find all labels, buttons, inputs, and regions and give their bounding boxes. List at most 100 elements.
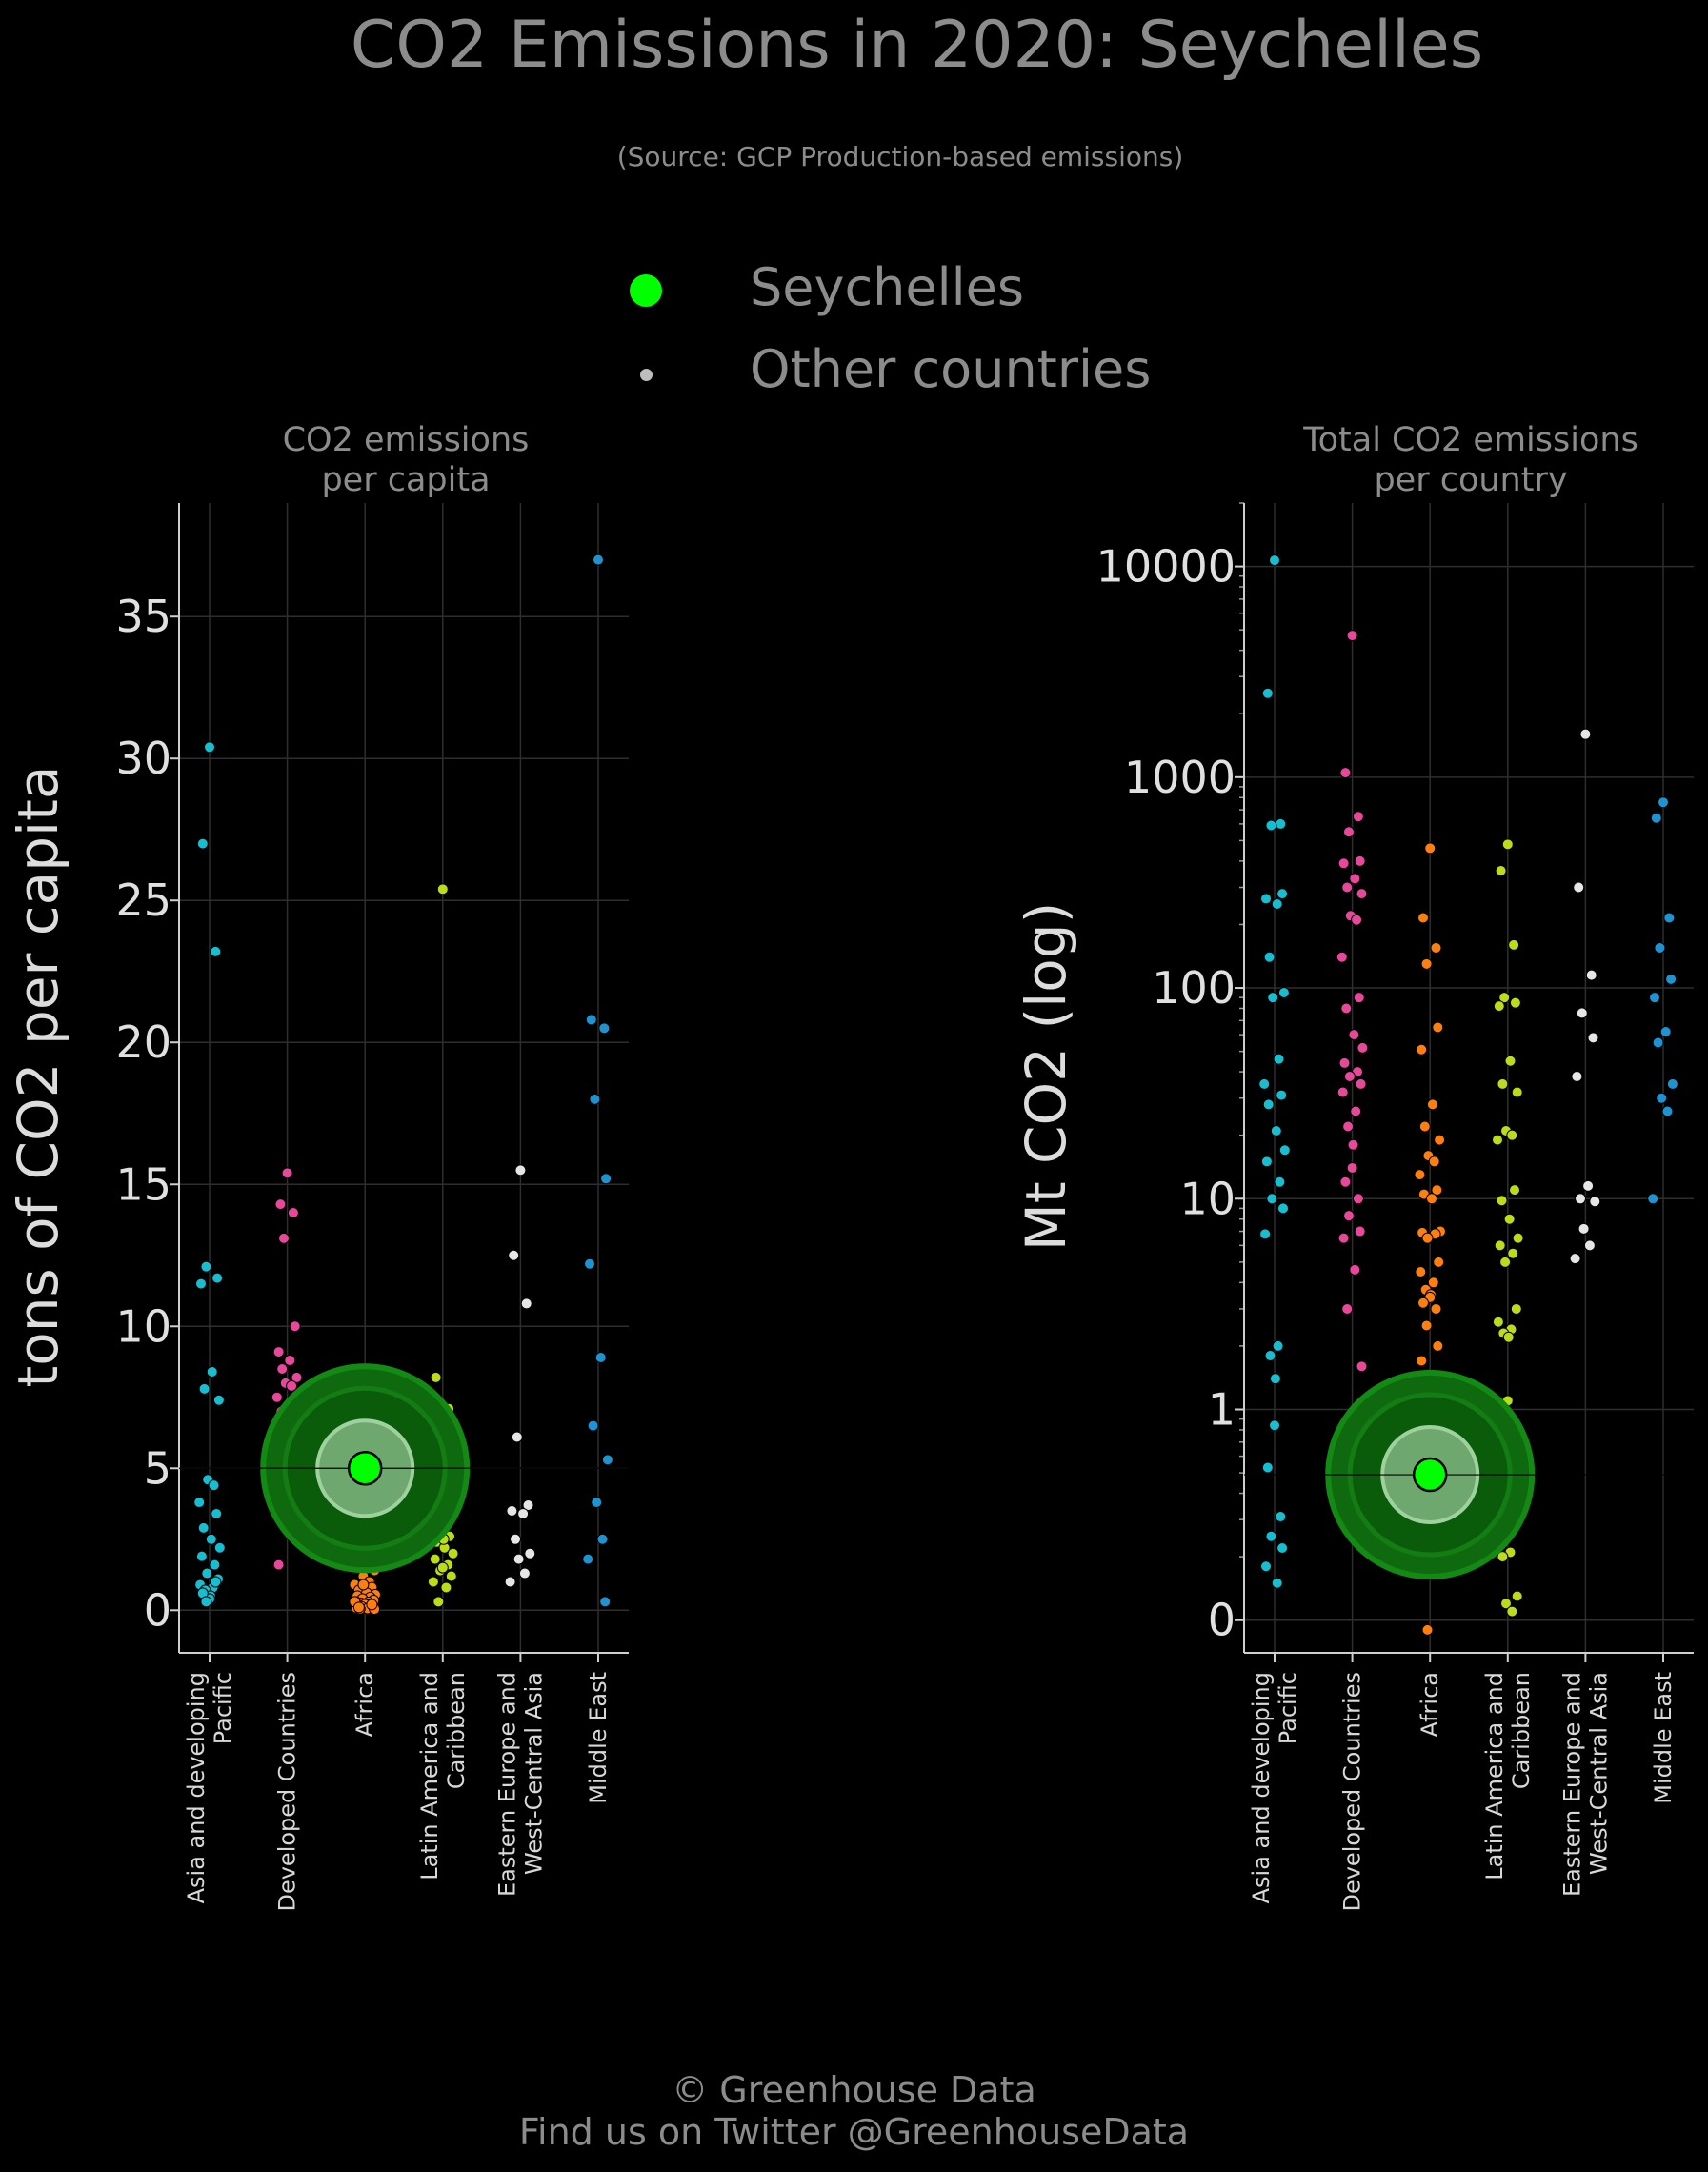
data-point bbox=[289, 1320, 301, 1333]
data-point bbox=[1663, 912, 1676, 924]
category-label: Africa bbox=[1417, 1672, 1443, 1737]
data-point bbox=[1501, 838, 1514, 851]
data-point bbox=[1340, 1002, 1353, 1015]
data-point bbox=[1512, 1232, 1524, 1244]
data-point bbox=[596, 1533, 609, 1545]
data-point bbox=[1499, 1256, 1512, 1268]
data-point bbox=[198, 1382, 211, 1395]
data-point bbox=[1509, 996, 1521, 1009]
data-point bbox=[593, 553, 604, 566]
data-point bbox=[510, 1533, 521, 1545]
data-point bbox=[1347, 1138, 1359, 1151]
data-point bbox=[1506, 1605, 1518, 1618]
category-label: Latin America and bbox=[416, 1672, 443, 1880]
data-point bbox=[598, 1022, 611, 1035]
panel-title-line: CO2 emissions bbox=[283, 421, 530, 459]
data-point bbox=[429, 1553, 441, 1565]
y-tick-label: 0 bbox=[144, 1584, 171, 1636]
data-point bbox=[200, 1260, 212, 1273]
y-axis-label: tons of CO2 per capita bbox=[6, 766, 70, 1388]
data-point bbox=[206, 1365, 218, 1378]
data-point bbox=[512, 1553, 525, 1565]
y-tick-label: 1000 bbox=[1124, 752, 1236, 803]
data-point bbox=[1654, 941, 1666, 954]
data-point bbox=[1571, 1071, 1583, 1083]
data-point bbox=[1583, 1239, 1596, 1252]
legend-others-marker bbox=[639, 368, 653, 382]
data-point bbox=[1579, 728, 1592, 740]
data-point bbox=[1265, 819, 1277, 832]
y-tick-label: 0 bbox=[1208, 1595, 1236, 1646]
data-point bbox=[1509, 1184, 1520, 1197]
data-point bbox=[211, 1507, 223, 1519]
data-point bbox=[1346, 1161, 1358, 1174]
data-point bbox=[1278, 1144, 1291, 1156]
data-point bbox=[518, 1567, 531, 1579]
category-label: Pacific bbox=[210, 1672, 236, 1744]
y-axis-label: Mt CO2 (log) bbox=[1014, 902, 1078, 1251]
data-point bbox=[1424, 842, 1437, 855]
data-point bbox=[1259, 1228, 1272, 1240]
data-point bbox=[213, 1541, 226, 1554]
data-point bbox=[1270, 1124, 1282, 1136]
data-point bbox=[524, 1547, 536, 1559]
data-point bbox=[1503, 1213, 1516, 1225]
data-point bbox=[1354, 855, 1366, 867]
data-point bbox=[585, 1014, 597, 1026]
data-point bbox=[1508, 938, 1520, 951]
data-point bbox=[1494, 1239, 1506, 1252]
footer-copyright: © Greenhouse Data bbox=[672, 2069, 1036, 2111]
data-point bbox=[1416, 1043, 1428, 1056]
data-point bbox=[209, 1559, 221, 1571]
data-point bbox=[1349, 1263, 1361, 1276]
data-point bbox=[291, 1371, 303, 1383]
data-point bbox=[1260, 893, 1272, 905]
data-point bbox=[1267, 992, 1279, 1004]
data-point bbox=[1504, 1055, 1517, 1067]
data-point bbox=[1420, 1319, 1433, 1332]
data-point bbox=[1276, 1089, 1288, 1101]
panel-title-line: per country bbox=[1374, 461, 1567, 499]
data-point bbox=[1265, 1530, 1277, 1542]
data-point bbox=[1587, 1032, 1599, 1044]
data-point bbox=[1511, 1086, 1523, 1098]
data-point bbox=[196, 837, 209, 850]
data-point bbox=[1418, 1120, 1431, 1133]
data-point bbox=[1432, 1021, 1444, 1034]
panel-title-line: Total CO2 emissions bbox=[1302, 421, 1638, 459]
category-label: Middle East bbox=[585, 1672, 612, 1804]
data-point bbox=[357, 1579, 370, 1591]
chart-title: CO2 Emissions in 2020: Seychelles bbox=[350, 8, 1484, 83]
y-tick-label: 25 bbox=[115, 875, 171, 926]
data-point bbox=[284, 1355, 296, 1367]
category-label: Pacific bbox=[1275, 1672, 1301, 1744]
data-point bbox=[1274, 1176, 1286, 1188]
data-point bbox=[208, 1479, 220, 1492]
data-point bbox=[1658, 796, 1669, 809]
data-point bbox=[195, 1550, 208, 1562]
data-point bbox=[1428, 1156, 1440, 1168]
data-point bbox=[1589, 1196, 1601, 1208]
data-point bbox=[1661, 1105, 1674, 1117]
data-point bbox=[1269, 1419, 1280, 1432]
data-point bbox=[272, 1559, 285, 1571]
data-point bbox=[1659, 1025, 1672, 1037]
footer-twitter: Find us on Twitter @GreenhouseData bbox=[518, 2111, 1190, 2153]
data-point bbox=[212, 1394, 225, 1406]
data-point bbox=[1426, 1193, 1437, 1205]
data-point bbox=[1348, 1029, 1360, 1041]
data-point bbox=[1416, 1355, 1428, 1367]
y-tick-label: 30 bbox=[115, 733, 171, 784]
data-point bbox=[1337, 857, 1350, 870]
category-label: Developed Countries bbox=[274, 1672, 301, 1912]
data-point bbox=[436, 1561, 449, 1574]
data-point bbox=[1582, 1179, 1595, 1192]
data-point bbox=[591, 1497, 603, 1509]
data-point bbox=[1271, 1577, 1283, 1589]
data-point bbox=[1276, 1541, 1289, 1554]
data-point bbox=[1569, 1253, 1581, 1265]
data-point bbox=[447, 1547, 459, 1559]
category-label: West-Central Asia bbox=[1585, 1672, 1612, 1875]
data-point bbox=[1511, 1590, 1523, 1602]
